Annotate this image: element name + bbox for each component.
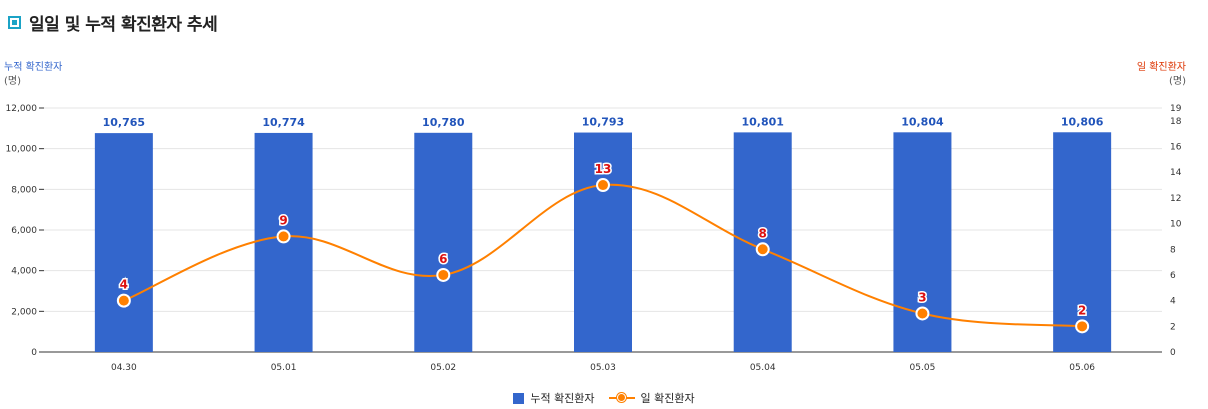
chart-header: 일일 및 누적 확진환자 추세 (8, 10, 218, 35)
right-tick-label: 10 (1170, 220, 1182, 230)
line-point[interactable] (755, 242, 770, 257)
x-tick-label: 04.30 (111, 363, 137, 373)
x-tick-label: 05.04 (750, 363, 776, 373)
combo-chart: 누적 확진환자 (명) 일 확진환자 (명) 0 2,000 4,000 6,000 8… (4, 61, 1186, 373)
x-tick-label: 05.01 (271, 363, 297, 373)
left-tick-label: 6,000 (11, 226, 37, 236)
legend-line-marker-icon (608, 392, 635, 404)
right-tick-label: 18 (1170, 117, 1182, 127)
legend-label-daily: 일 확진환자 (640, 392, 695, 405)
x-tick-label: 05.03 (590, 363, 616, 373)
right-tick-label: 0 (1170, 348, 1176, 358)
right-tick-label: 8 (1170, 245, 1176, 255)
right-tick-label: 4 (1170, 297, 1176, 307)
left-axis-unit: (명) (4, 75, 21, 87)
line-point[interactable] (276, 229, 291, 244)
right-tick-label: 14 (1170, 168, 1182, 178)
left-tick-label: 0 (31, 348, 37, 358)
left-tick-label: 10,000 (6, 145, 38, 155)
line-value-label: 13 (595, 162, 612, 176)
bar[interactable] (574, 132, 632, 352)
line-value-label: 9 (279, 213, 287, 227)
bar-value-label: 10,793 (582, 116, 624, 129)
line-point[interactable] (436, 267, 451, 282)
chart-title: 일일 및 누적 확진환자 추세 (29, 15, 218, 35)
line-point[interactable] (915, 306, 930, 321)
bar-value-label: 10,804 (901, 115, 944, 128)
right-tick-label: 12 (1170, 194, 1181, 204)
line-point[interactable] (1075, 319, 1090, 334)
bar-value-label: 10,806 (1061, 115, 1104, 128)
bar-value-label: 10,774 (262, 116, 305, 129)
bar[interactable] (1053, 132, 1112, 352)
right-axis-unit: (명) (1169, 75, 1186, 87)
line-value-label: 2 (1078, 303, 1086, 317)
left-tick-label: 12,000 (6, 104, 38, 114)
line-value-label: 3 (918, 290, 926, 304)
right-tick-label: 19 (1170, 104, 1182, 114)
line-point[interactable] (596, 178, 610, 193)
line-value-label: 8 (759, 226, 767, 240)
line-value-label: 6 (439, 252, 447, 266)
square-bullet-icon (8, 16, 21, 29)
left-tick-label: 8,000 (11, 185, 37, 195)
line-value-label: 4 (120, 278, 128, 292)
bar[interactable] (733, 132, 792, 352)
bar-value-label: 10,765 (103, 116, 145, 129)
legend-label-cumulative: 누적 확진환자 (530, 392, 595, 405)
chart-legend: 누적 확진환자 일 확진환자 (0, 390, 1208, 406)
left-axis-label: 누적 확진환자 (4, 61, 62, 73)
x-tick-label: 05.05 (910, 363, 936, 373)
right-tick-label: 16 (1170, 143, 1182, 153)
right-tick-label: 6 (1170, 271, 1176, 281)
left-tick-label: 2,000 (11, 307, 37, 317)
line-point[interactable] (116, 293, 131, 308)
bar[interactable] (94, 133, 153, 352)
legend-item-daily[interactable]: 일 확진환자 (608, 390, 695, 406)
bar-value-label: 10,801 (741, 115, 783, 128)
x-tick-label: 05.02 (430, 363, 456, 373)
left-tick-label: 4,000 (11, 267, 37, 277)
legend-item-cumulative[interactable]: 누적 확진환자 (513, 390, 595, 406)
right-axis-label: 일 확진환자 (1137, 61, 1186, 73)
x-tick-label: 05.06 (1069, 363, 1095, 373)
right-tick-label: 2 (1170, 322, 1176, 332)
bar-value-label: 10,780 (422, 116, 465, 129)
legend-bar-swatch-icon (513, 392, 525, 404)
bar[interactable] (414, 132, 473, 352)
